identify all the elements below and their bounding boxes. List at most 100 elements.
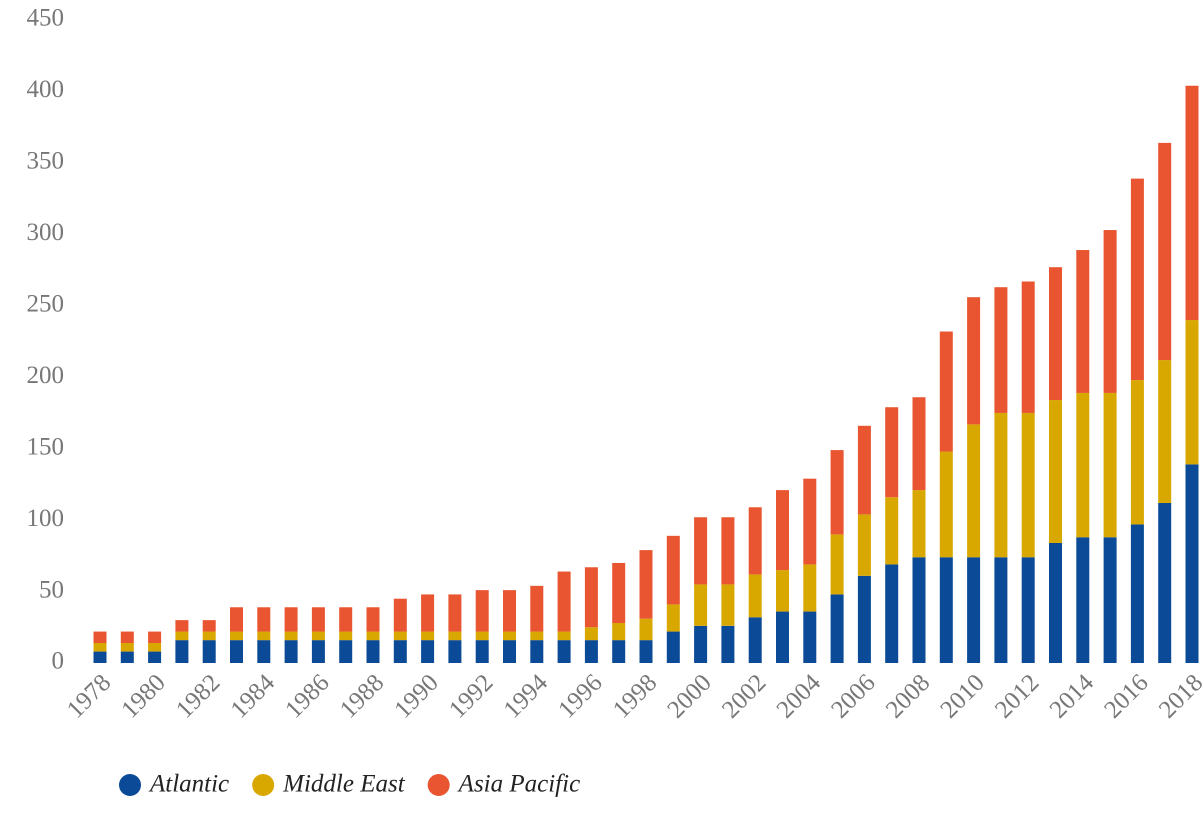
x-tick-label: 2010 <box>935 669 989 723</box>
bar-segment <box>230 631 243 641</box>
x-tick-label: 1984 <box>226 669 281 724</box>
x-tick-label: 2016 <box>1099 669 1153 723</box>
bar-segment <box>1103 392 1117 538</box>
bar-segment <box>967 557 981 663</box>
bar-segment <box>939 331 953 452</box>
bar-segment <box>503 590 516 632</box>
bar-segment <box>612 562 626 623</box>
bar-segment <box>939 557 953 663</box>
bar-segment <box>639 640 653 663</box>
bar-segment <box>1130 524 1144 663</box>
bar-segment <box>503 640 516 663</box>
bar-segment <box>1021 281 1035 413</box>
bar-segment <box>803 564 817 612</box>
bar-segment <box>311 607 325 632</box>
bar-segment <box>366 607 380 632</box>
bar-segment <box>666 535 680 605</box>
bar-segment <box>1076 537 1090 663</box>
bar-segment <box>448 631 462 641</box>
bar-segment <box>557 631 571 641</box>
bar-segment <box>120 631 134 643</box>
bar-segment <box>448 594 462 632</box>
bar-segment <box>1049 400 1062 543</box>
x-tick-label: 1990 <box>389 669 443 723</box>
bar-segment <box>912 490 926 558</box>
bar-segment <box>284 607 298 632</box>
bar-segment <box>393 598 407 632</box>
bar-segment <box>530 585 544 632</box>
bar-segment <box>175 631 189 641</box>
bar-segment <box>1158 502 1172 663</box>
bar-segment <box>257 640 271 663</box>
bar-segment <box>1076 250 1090 393</box>
x-tick-label: 1978 <box>62 669 116 723</box>
x-tick-label: 1982 <box>171 669 225 723</box>
bar-segment <box>1130 380 1144 525</box>
bar-segment <box>230 607 243 632</box>
x-tick-label: 1986 <box>280 669 334 723</box>
x-tick-label: 1994 <box>499 669 554 724</box>
bar-segment <box>284 631 298 641</box>
legend-label: Asia Pacific <box>457 771 581 798</box>
bar-segment <box>393 631 407 641</box>
bar-segment <box>257 607 271 632</box>
y-tick-label: 300 <box>27 219 65 246</box>
bar-segment <box>339 607 353 632</box>
bar-segment <box>311 640 325 663</box>
bar-segment <box>557 640 571 663</box>
y-tick-label: 250 <box>27 291 65 318</box>
bar-segment <box>284 640 298 663</box>
bar-segment <box>584 627 598 641</box>
bar-segment <box>748 507 762 575</box>
bar-segment <box>339 640 353 663</box>
bar-segment <box>1049 267 1062 401</box>
bar-segment <box>1021 412 1035 558</box>
bar-segment <box>366 640 380 663</box>
bar-segment <box>776 611 789 663</box>
bar-segment <box>721 584 735 626</box>
bar-segment <box>912 557 926 663</box>
bar-segment <box>967 424 981 558</box>
bar-segment <box>1049 542 1062 663</box>
bar-segment <box>803 478 817 565</box>
bar-segment <box>803 611 817 663</box>
bar-segment <box>93 631 107 643</box>
x-tick-label: 1980 <box>116 669 170 723</box>
bar-segment <box>93 651 107 663</box>
x-tick-label: 1992 <box>444 669 498 723</box>
bar-segment <box>612 640 626 663</box>
bar-segment <box>530 640 544 663</box>
legend-swatch <box>252 774 275 796</box>
bar-segment <box>857 514 871 576</box>
bar-segment <box>830 534 844 595</box>
y-tick-label: 0 <box>52 648 65 675</box>
bar-segment <box>639 618 653 641</box>
x-tick-label: 2002 <box>717 669 771 723</box>
bar-segment <box>366 631 380 641</box>
bar-segment <box>830 594 844 663</box>
y-tick-label: 50 <box>39 576 64 603</box>
y-tick-label: 100 <box>27 505 65 532</box>
bar-segment <box>694 517 708 585</box>
bar-segment <box>612 622 626 641</box>
x-tick-label: 2014 <box>1045 669 1100 724</box>
bar-segment <box>1103 230 1117 393</box>
bar-segment <box>1185 464 1199 663</box>
bar-segment <box>503 631 516 641</box>
bar-segment <box>994 287 1008 413</box>
bar-segment <box>1130 178 1144 381</box>
bar-segment <box>885 407 899 498</box>
bar-segment <box>721 625 735 663</box>
bar-segment <box>994 412 1008 558</box>
x-tick-label: 2004 <box>772 669 827 724</box>
bar-segment <box>584 640 598 663</box>
legend-label: Middle East <box>282 771 406 798</box>
bar-segment <box>448 640 462 663</box>
bar-segment <box>421 594 435 632</box>
bar-segment <box>1103 537 1117 663</box>
bar-segment <box>1021 557 1035 663</box>
bar-segment <box>120 651 134 663</box>
x-tick-label: 2012 <box>990 669 1044 723</box>
y-tick-label: 450 <box>27 5 65 32</box>
